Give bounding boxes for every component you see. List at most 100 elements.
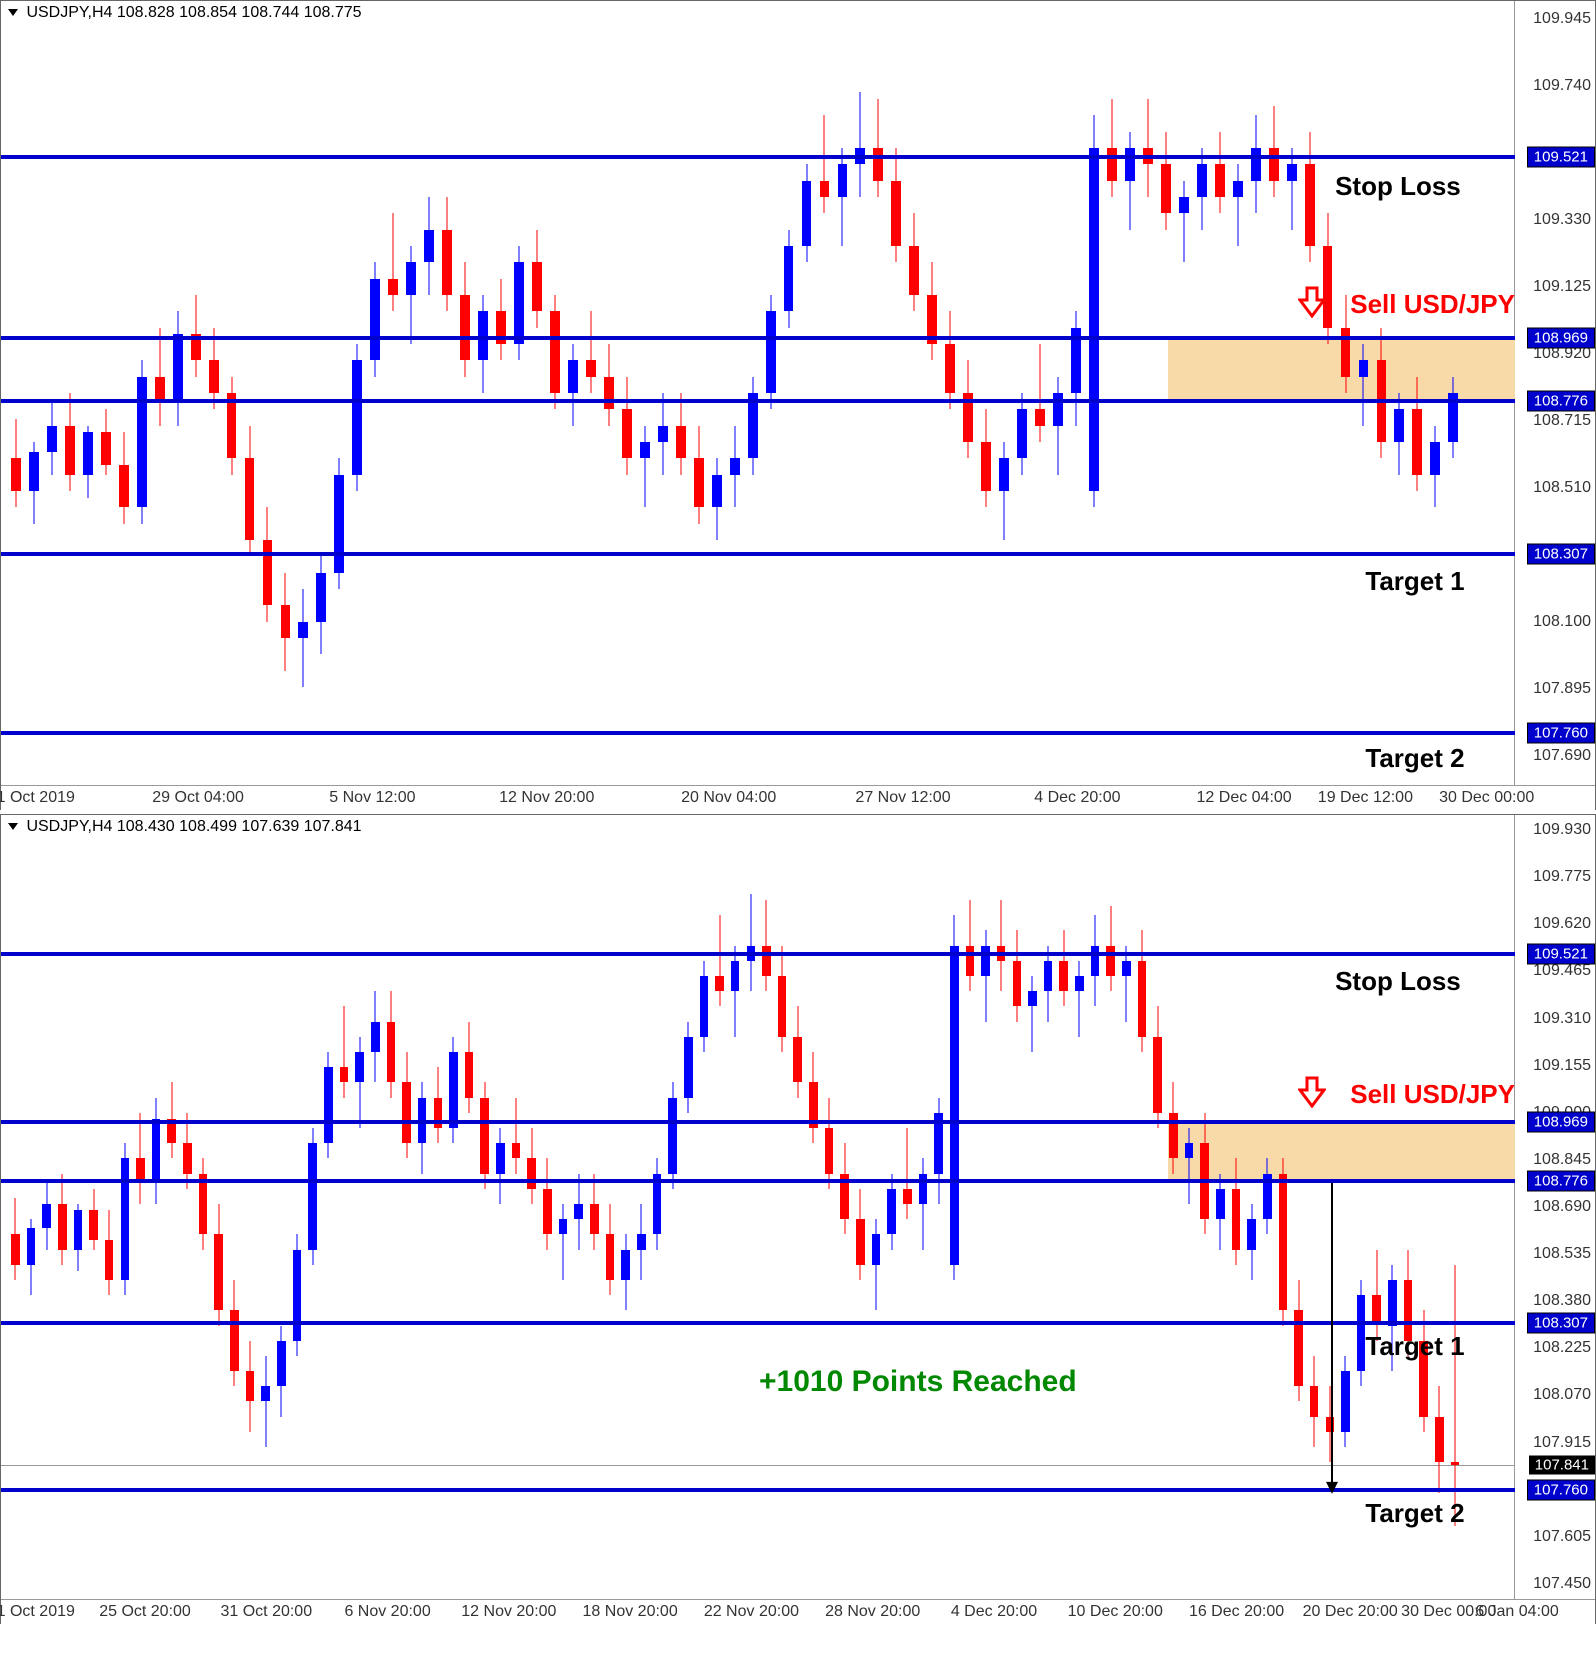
x-tick-label: 16 Dec 20:00 bbox=[1189, 1603, 1284, 1621]
candlestick bbox=[676, 1, 686, 785]
price-level-label: 108.969 bbox=[1527, 1112, 1595, 1133]
candlestick bbox=[1372, 815, 1381, 1599]
price-level-label: 108.307 bbox=[1527, 544, 1595, 565]
price-level-label: 107.760 bbox=[1527, 1479, 1595, 1500]
candlestick bbox=[621, 815, 630, 1599]
candlestick bbox=[1197, 1, 1207, 785]
candlestick bbox=[1310, 815, 1319, 1599]
y-tick-label: 108.845 bbox=[1533, 1151, 1591, 1169]
candlestick bbox=[574, 815, 583, 1599]
candlestick bbox=[418, 815, 427, 1599]
candlestick bbox=[997, 815, 1006, 1599]
plot-area[interactable]: Stop LossSell USD/JPYTarget 1Target 2 bbox=[1, 1, 1595, 785]
y-tick-label: 109.930 bbox=[1533, 821, 1591, 839]
chart-header-text: USDJPY,H4 108.430 108.499 107.639 107.84… bbox=[26, 818, 361, 835]
candlestick bbox=[1341, 1, 1351, 785]
y-tick-label: 108.535 bbox=[1533, 1245, 1591, 1263]
candlestick bbox=[658, 1, 668, 785]
candlestick bbox=[606, 815, 615, 1599]
candlestick bbox=[449, 815, 458, 1599]
candlestick bbox=[1287, 1, 1297, 785]
candlestick bbox=[58, 815, 67, 1599]
x-tick-label: 20 Dec 20:00 bbox=[1303, 1603, 1398, 1621]
x-tick-label: 4 Dec 20:00 bbox=[951, 1603, 1037, 1621]
candlestick bbox=[74, 815, 83, 1599]
candlestick bbox=[730, 1, 740, 785]
candlestick bbox=[1035, 1, 1045, 785]
candlestick bbox=[887, 815, 896, 1599]
candlestick bbox=[137, 1, 147, 785]
candlestick bbox=[121, 815, 130, 1599]
candlestick bbox=[1215, 1, 1225, 785]
dropdown-triangle-icon[interactable] bbox=[8, 9, 18, 16]
candlestick bbox=[460, 1, 470, 785]
candlestick bbox=[308, 815, 317, 1599]
candlestick bbox=[1388, 815, 1397, 1599]
x-tick-label: 12 Dec 04:00 bbox=[1197, 789, 1292, 807]
candlestick bbox=[1419, 815, 1428, 1599]
candlestick bbox=[89, 815, 98, 1599]
candlestick bbox=[1451, 815, 1460, 1599]
candlestick bbox=[1143, 1, 1153, 785]
x-axis: 21 Oct 201929 Oct 04:005 Nov 12:0012 Nov… bbox=[1, 785, 1595, 812]
candlestick bbox=[825, 815, 834, 1599]
plot-area[interactable]: Stop LossSell USD/JPYTarget 1Target 2+10… bbox=[1, 815, 1595, 1599]
candlestick bbox=[622, 1, 632, 785]
chart-header: USDJPY,H4 108.828 108.854 108.744 108.77… bbox=[5, 3, 365, 23]
horizontal-level-line bbox=[1, 952, 1515, 956]
candlestick bbox=[434, 815, 443, 1599]
horizontal-level-line bbox=[1, 731, 1515, 735]
y-tick-label: 109.330 bbox=[1533, 211, 1591, 229]
y-tick-label: 109.125 bbox=[1533, 278, 1591, 296]
chart-header: USDJPY,H4 108.430 108.499 107.639 107.84… bbox=[5, 817, 365, 837]
candlestick bbox=[840, 815, 849, 1599]
candlestick bbox=[793, 815, 802, 1599]
candlestick bbox=[173, 1, 183, 785]
sell-arrow-icon bbox=[1298, 1076, 1326, 1113]
x-axis: 21 Oct 201925 Oct 20:0031 Oct 20:006 Nov… bbox=[1, 1599, 1595, 1626]
candlestick bbox=[1341, 815, 1350, 1599]
candlestick bbox=[1013, 815, 1022, 1599]
candlestick bbox=[261, 815, 270, 1599]
candlestick bbox=[1125, 1, 1135, 785]
horizontal-level-line bbox=[1, 399, 1515, 403]
candlestick bbox=[1394, 1, 1404, 785]
y-tick-label: 108.100 bbox=[1533, 613, 1591, 631]
horizontal-level-line bbox=[1, 1120, 1515, 1124]
price-level-label: 108.776 bbox=[1527, 390, 1595, 411]
candlestick bbox=[1435, 815, 1444, 1599]
y-tick-label: 108.690 bbox=[1533, 1198, 1591, 1216]
x-tick-label: 19 Dec 12:00 bbox=[1318, 789, 1413, 807]
x-tick-label: 27 Nov 12:00 bbox=[855, 789, 950, 807]
candlestick bbox=[909, 1, 919, 785]
candlestick bbox=[105, 815, 114, 1599]
candlestick bbox=[543, 815, 552, 1599]
y-tick-label: 109.310 bbox=[1533, 1010, 1591, 1028]
candlestick bbox=[1153, 815, 1162, 1599]
candlestick bbox=[1071, 1, 1081, 785]
candlestick bbox=[214, 815, 223, 1599]
price-level-label: 109.521 bbox=[1527, 944, 1595, 965]
candlestick bbox=[370, 1, 380, 785]
candlestick bbox=[263, 1, 273, 785]
chart-usdjpy-after: USDJPY,H4 108.430 108.499 107.639 107.84… bbox=[0, 814, 1596, 1624]
price-level-label: 108.776 bbox=[1527, 1170, 1595, 1191]
candlestick bbox=[731, 815, 740, 1599]
y-tick-label: 109.740 bbox=[1533, 77, 1591, 95]
dropdown-triangle-icon[interactable] bbox=[8, 823, 18, 830]
y-tick-label: 108.510 bbox=[1533, 479, 1591, 497]
candlestick bbox=[1359, 1, 1369, 785]
candlestick bbox=[1179, 1, 1189, 785]
candlestick bbox=[191, 1, 201, 785]
chart-annotation: Target 2 bbox=[1365, 1498, 1464, 1529]
candlestick bbox=[1233, 1, 1243, 785]
candlestick bbox=[281, 1, 291, 785]
candlestick bbox=[167, 815, 176, 1599]
chart-annotation: Target 1 bbox=[1365, 566, 1464, 597]
candlestick bbox=[981, 815, 990, 1599]
candlestick bbox=[999, 1, 1009, 785]
candlestick bbox=[29, 1, 39, 785]
candlestick bbox=[402, 815, 411, 1599]
candlestick bbox=[1377, 1, 1387, 785]
candlestick bbox=[809, 815, 818, 1599]
